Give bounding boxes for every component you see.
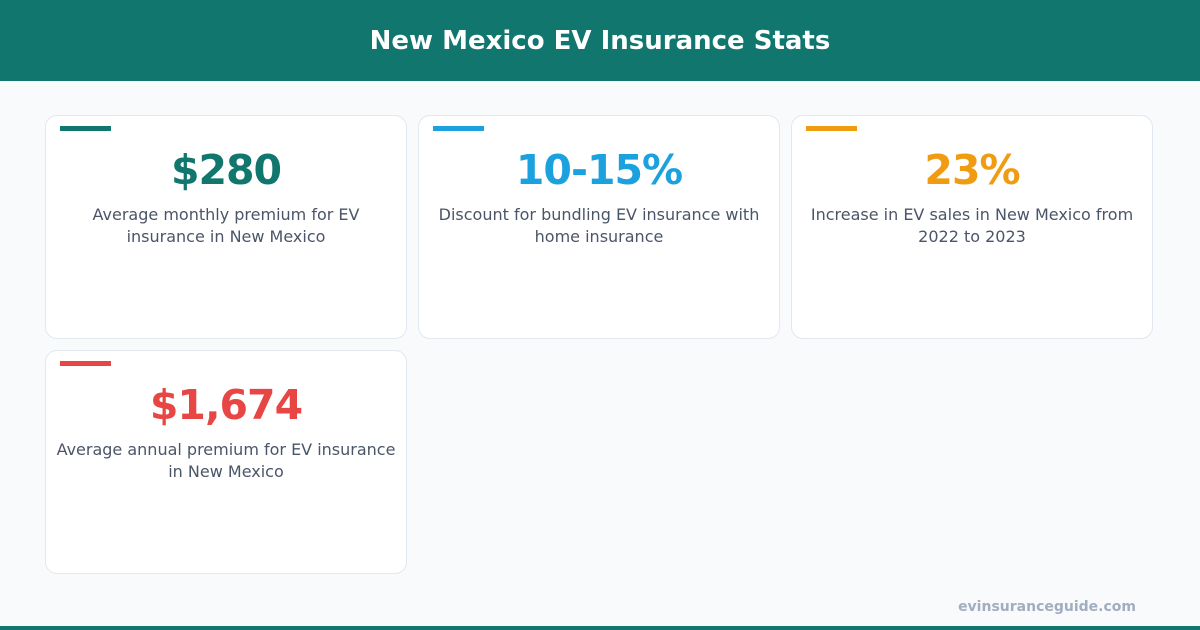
accent-bar bbox=[60, 361, 111, 366]
stat-description: Average annual premium for EV insurance … bbox=[56, 440, 396, 481]
footer-bar bbox=[0, 626, 1200, 630]
stat-description: Increase in EV sales in New Mexico from … bbox=[810, 205, 1134, 246]
stat-description: Discount for bundling EV insurance with … bbox=[438, 205, 760, 246]
site-url: evinsuranceguide.com bbox=[958, 599, 1136, 615]
stat-value: 10-15% bbox=[515, 146, 683, 194]
accent-bar bbox=[433, 126, 484, 131]
stat-card-bundling-discount: 10-15% Discount for bundling EV insuranc… bbox=[418, 115, 780, 339]
page-title: New Mexico EV Insurance Stats bbox=[369, 25, 831, 56]
stat-card-ev-sales-increase: 23% Increase in EV sales in New Mexico f… bbox=[791, 115, 1153, 339]
stat-value: 23% bbox=[924, 146, 1020, 194]
stat-value: $1,674 bbox=[149, 381, 303, 429]
stat-description: Average monthly premium for EV insurance… bbox=[92, 205, 360, 246]
stat-card-annual-premium: $1,674 Average annual premium for EV ins… bbox=[45, 350, 407, 574]
stat-card-monthly-premium: $280 Average monthly premium for EV insu… bbox=[45, 115, 407, 339]
header-banner: New Mexico EV Insurance Stats bbox=[0, 0, 1200, 81]
accent-bar bbox=[806, 126, 857, 131]
accent-bar bbox=[60, 126, 111, 131]
stat-value: $280 bbox=[170, 146, 282, 194]
